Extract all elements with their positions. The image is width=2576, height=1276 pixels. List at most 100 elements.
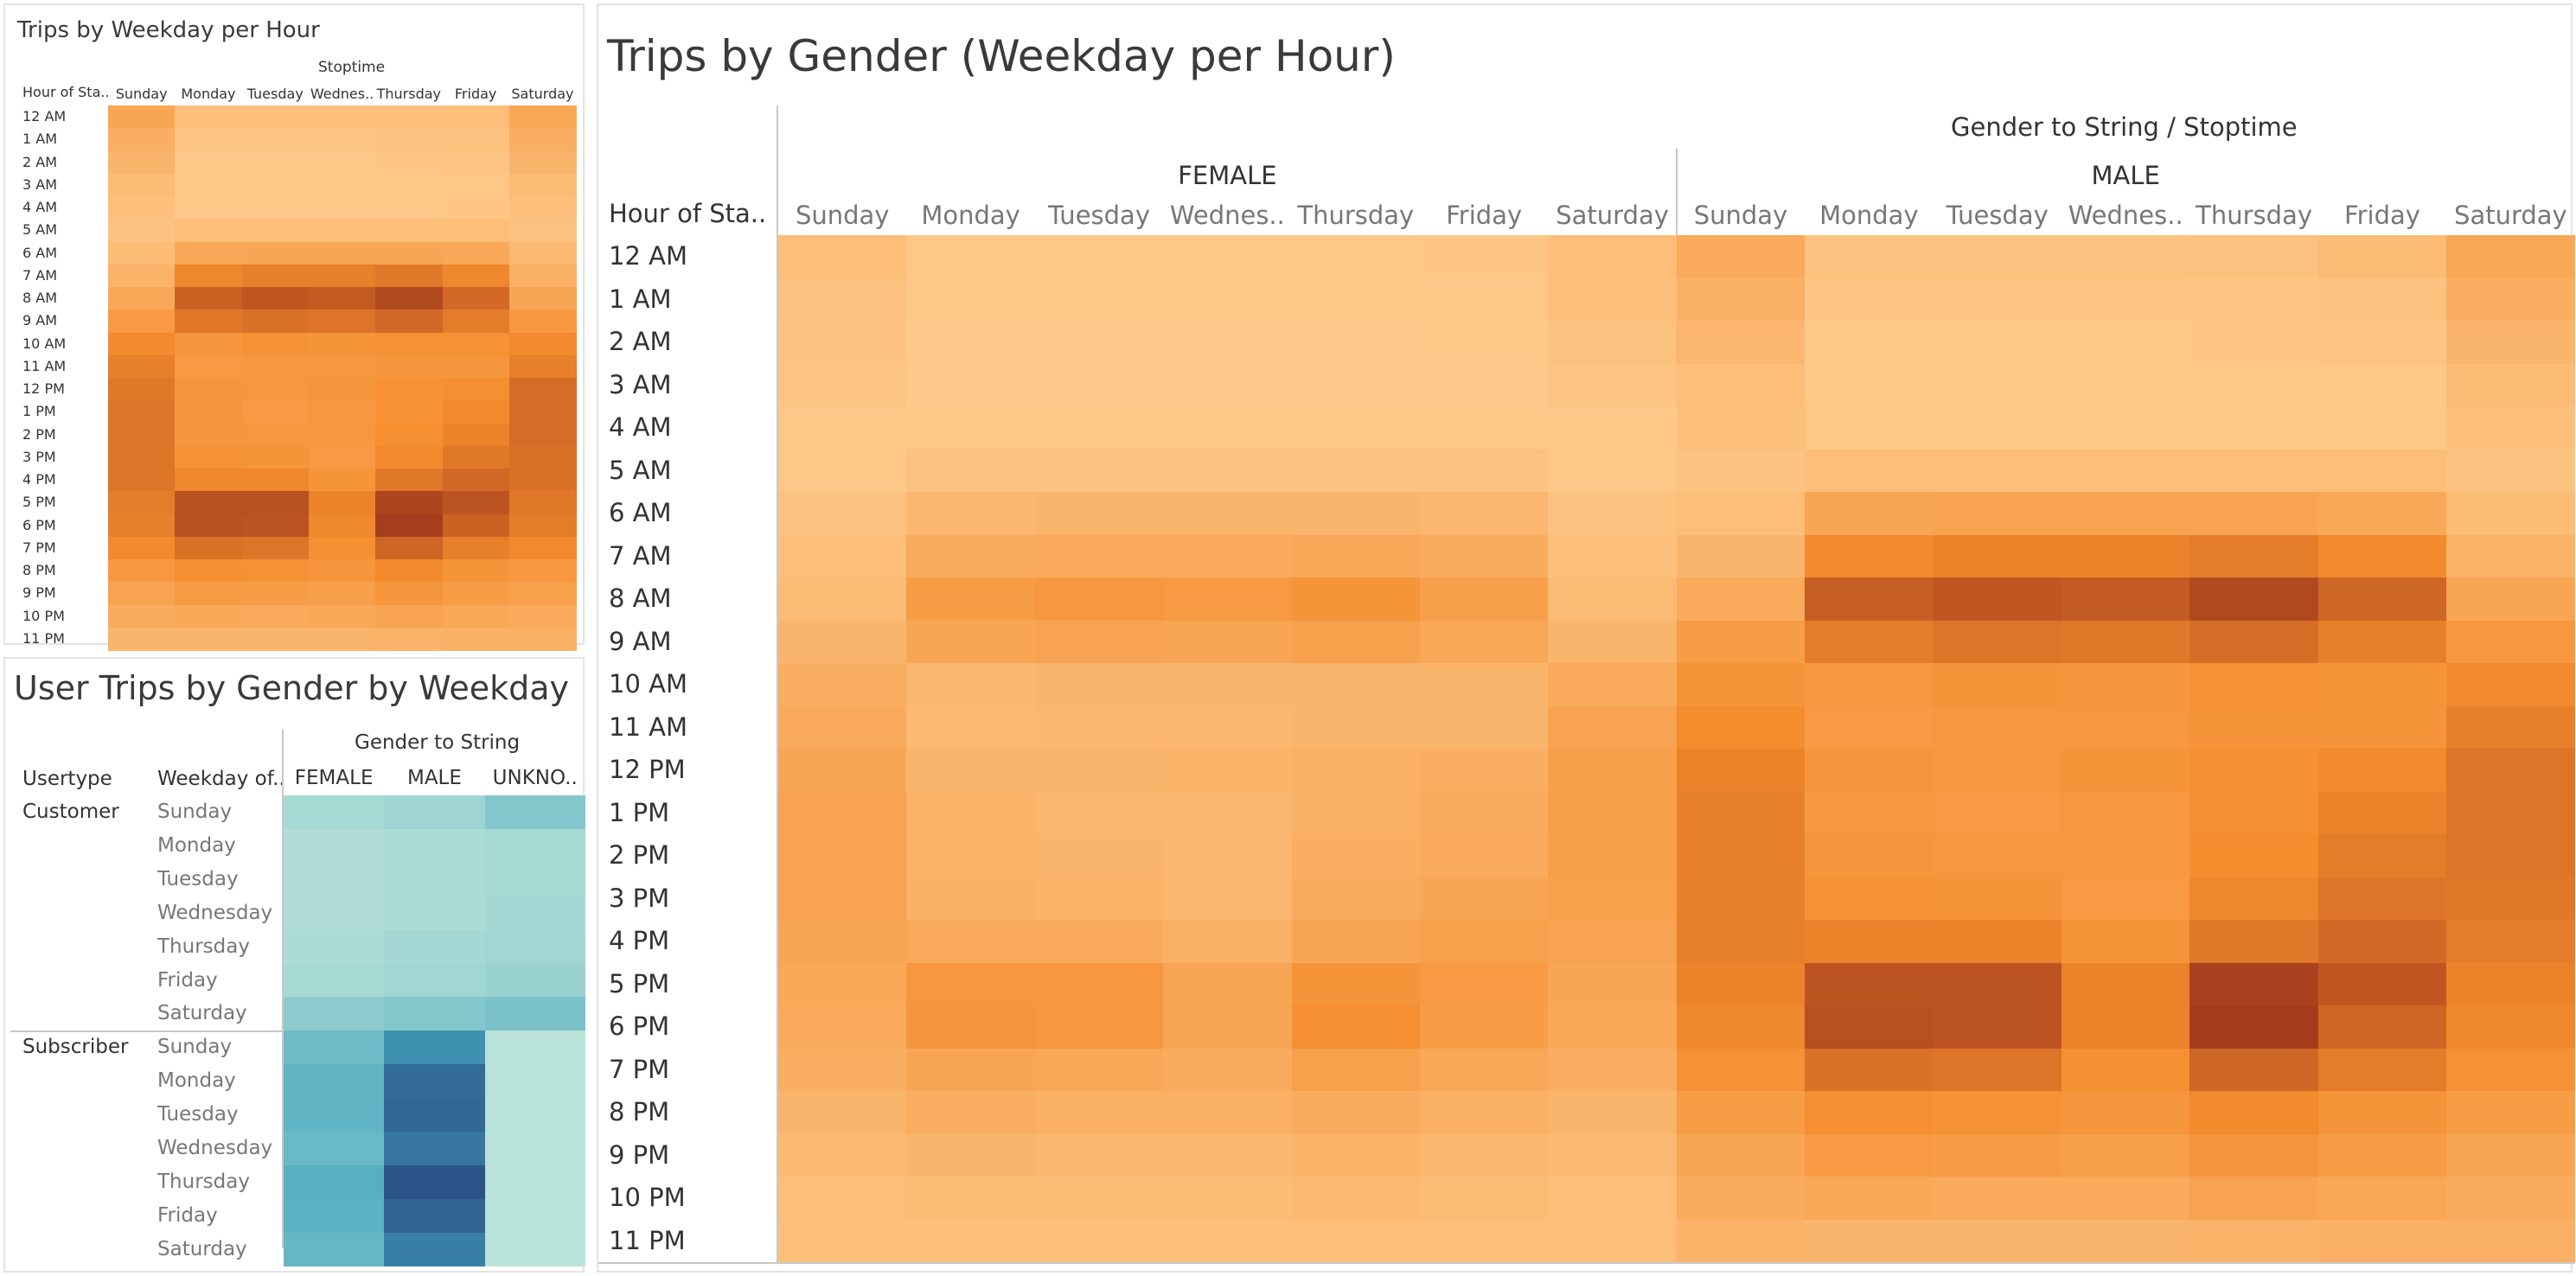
row-label: 9 AM: [609, 626, 672, 656]
heatmap-cell: [108, 354, 176, 379]
heatmap-cell: [2317, 363, 2447, 407]
heatmap-cell: [384, 1064, 486, 1099]
heatmap-cell: [1291, 1005, 1421, 1050]
heatmap-cell: [2317, 534, 2447, 578]
heatmap-cell: [1420, 834, 1549, 878]
heatmap-cell: [308, 536, 376, 560]
row-label: Saturday: [157, 1237, 247, 1260]
col-label: Saturday: [1556, 201, 1669, 230]
heatmap-cell: [284, 862, 385, 897]
heatmap-cell: [442, 241, 510, 265]
heatmap-cell: [2189, 534, 2319, 578]
heatmap-cell: [1291, 534, 1421, 578]
col-label: Thursday: [2196, 201, 2313, 230]
heatmap-cell: [1291, 321, 1421, 365]
row-label: 7 PM: [609, 1054, 670, 1084]
heatmap-cell: [1548, 534, 1678, 578]
row-label: 2 AM: [609, 327, 672, 356]
heatmap-cell: [375, 378, 444, 401]
heatmap-cell: [1548, 791, 1678, 835]
heatmap-cell: [1034, 321, 1164, 365]
row-label: Thursday: [157, 1170, 250, 1193]
heatmap-cell: [1163, 363, 1293, 407]
heatmap-cell: [1420, 534, 1549, 578]
heatmap-cell: [1163, 1133, 1293, 1177]
row-label: Sunday: [157, 1036, 233, 1059]
heatmap-cell: [241, 445, 310, 469]
heatmap-cell: [108, 536, 176, 560]
row-label: 3 AM: [609, 369, 672, 399]
heatmap-cell: [384, 1132, 486, 1166]
heatmap-cell: [2446, 577, 2576, 622]
heatmap-cell: [1163, 962, 1293, 1006]
heatmap-cell: [906, 705, 1036, 750]
heatmap-cell: [1291, 577, 1421, 622]
heatmap-cell: [1034, 1133, 1164, 1177]
heatmap-cell: [2189, 705, 2319, 750]
heatmap-cell: [508, 241, 577, 265]
heatmap-cell: [2189, 406, 2319, 450]
heatmap-cell: [2446, 492, 2576, 536]
heatmap-cell: [1805, 492, 1934, 536]
heatmap-cell: [906, 577, 1036, 622]
col-label: Tuesday: [246, 86, 304, 102]
heatmap-cell: [508, 354, 577, 379]
heatmap-cell: [1163, 791, 1293, 835]
heatmap-cell: [1548, 1177, 1678, 1221]
heatmap-cell: [1163, 534, 1293, 578]
heatmap-cell: [108, 241, 176, 265]
heatmap-cell: [1676, 235, 1806, 279]
heatmap-cell: [1034, 1005, 1164, 1050]
heatmap-cell: [1548, 877, 1678, 921]
heatmap-cell: [108, 150, 176, 175]
heatmap-cell: [108, 514, 176, 538]
row-header-usertype: Usertype: [22, 768, 112, 790]
col-label: UNKNO..: [492, 767, 578, 789]
heatmap-cell: [108, 491, 176, 515]
row-label: 5 AM: [22, 221, 58, 239]
heatmap-cell: [2317, 1005, 2447, 1050]
heatmap-cell: [1034, 749, 1164, 793]
heatmap-cell: [2189, 834, 2319, 878]
heatmap-cell: [1034, 1091, 1164, 1135]
heatmap-cell: [1163, 1005, 1293, 1050]
heatmap-cell: [484, 1098, 586, 1132]
row-label: Tuesday: [157, 867, 239, 890]
heatmap-cell: [1548, 834, 1678, 878]
heatmap-cell: [2061, 1177, 2190, 1221]
heatmap-cell: [175, 241, 243, 265]
heatmap-cell: [108, 287, 176, 310]
heatmap-cell: [241, 559, 310, 583]
heatmap-cell: [1548, 577, 1678, 622]
heatmap-cell: [1933, 449, 2062, 493]
heatmap-cell: [1676, 1048, 1806, 1092]
heatmap-cell: [1805, 1005, 1934, 1050]
col-label: Thursday: [376, 86, 442, 102]
heatmap-cell: [1933, 321, 2062, 365]
heatmap-cell: [1548, 449, 1678, 493]
heatmap-cell: [1420, 749, 1549, 793]
group-label: FEMALE: [1178, 161, 1277, 190]
heatmap-cell: [241, 536, 310, 560]
heatmap-cell: [906, 492, 1036, 536]
heatmap-cell: [778, 534, 907, 578]
heatmap-cell: [375, 287, 444, 310]
heatmap-cell: [1291, 834, 1421, 878]
heatmap-cell: [308, 423, 376, 447]
heatmap-cell: [906, 920, 1036, 964]
heatmap-cell: [778, 449, 907, 493]
heatmap-cell: [2189, 749, 2319, 793]
heatmap-cell: [778, 406, 907, 450]
heatmap-cell: [778, 1219, 907, 1263]
col-label: Monday: [921, 201, 1020, 230]
heatmap-cell: [1933, 1091, 2062, 1135]
heatmap-cell: [2446, 663, 2576, 707]
heatmap-cell: [241, 173, 310, 197]
heatmap-cell: [1420, 363, 1549, 407]
heatmap-cell: [1291, 1091, 1421, 1135]
heatmap-cell: [1805, 1177, 1934, 1221]
heatmap-cell: [2446, 406, 2576, 450]
heatmap-cell: [2317, 705, 2447, 750]
col-label: Friday: [2344, 201, 2420, 230]
heatmap-cell: [1676, 492, 1806, 536]
